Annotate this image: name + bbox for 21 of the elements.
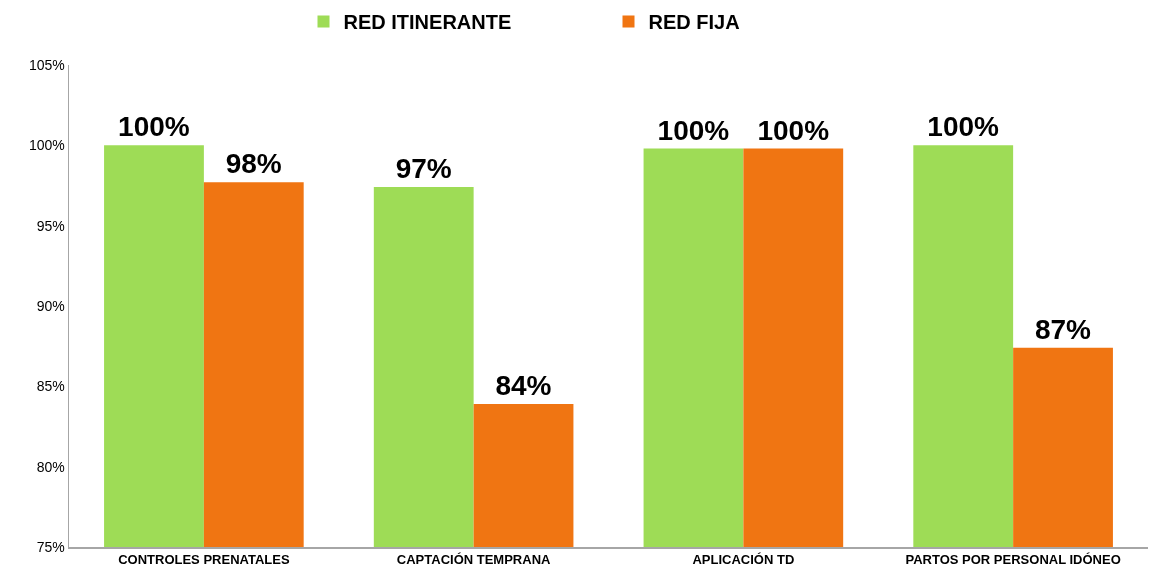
data-label: 100% [757,114,830,146]
y-tick-label: 75% [36,538,65,555]
y-tick-label: 90% [36,297,65,314]
legend-label: RED ITINERANTE [343,11,512,34]
y-tick-label: 85% [36,378,65,395]
y-tick-label: 95% [36,217,65,234]
x-tick-label: CONTROLES PRENATALES [118,552,290,568]
data-label: 98% [225,148,282,180]
data-label: 87% [1034,313,1092,345]
data-label: 97% [395,153,452,185]
data-label: 100% [927,111,1000,143]
y-tick-label: 80% [36,458,65,475]
data-label: 84% [495,370,552,402]
data-label: 100% [118,111,190,143]
data-label: 100% [657,114,730,146]
legend-label: RED FIJA [648,11,740,34]
y-tick-label: 100% [28,137,65,154]
x-tick-label: CAPTACIÓN TEMPRANA [396,552,552,568]
x-tick-label: PARTOS POR PERSONAL IDÓNEO [905,552,1121,568]
x-tick-label: APLICACIÓN TD [692,552,795,568]
y-tick-label: 105% [28,56,65,73]
